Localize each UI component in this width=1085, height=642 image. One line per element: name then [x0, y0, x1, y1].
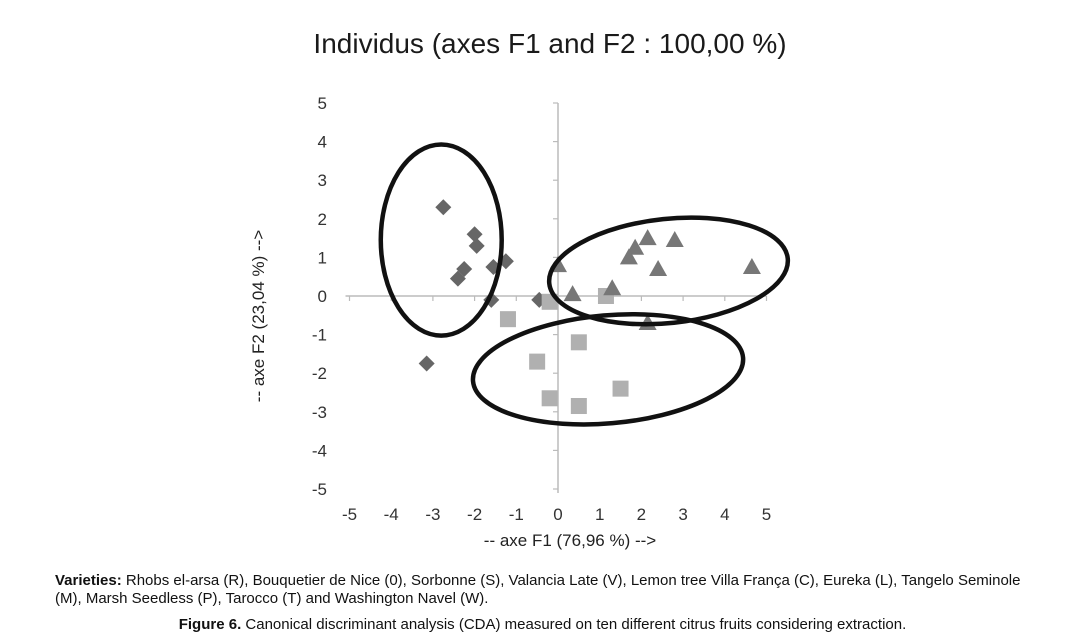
y-tick-label: -3: [312, 403, 327, 422]
square-point: [570, 334, 587, 351]
varieties-caption: Varieties: Rhobs el-arsa (R), Bouquetier…: [55, 572, 1045, 608]
figure-caption: Figure 6. Canonical discriminant analysi…: [0, 616, 1085, 633]
y-axis-label: -- axe F2 (23,04 %) -->: [249, 230, 268, 402]
data-points: [418, 199, 761, 415]
group-ellipse-2: [546, 215, 791, 327]
y-tick-label: 5: [318, 94, 327, 113]
x-tick-label: -2: [467, 505, 482, 524]
triangle-point: [742, 258, 761, 275]
y-tick-label: 3: [318, 171, 327, 190]
y-tick-label: -1: [312, 326, 327, 345]
triangle-point: [603, 279, 622, 296]
triangle-point: [665, 231, 684, 248]
x-tick-label: 0: [553, 505, 562, 524]
x-axis-label: -- axe F1 (76,96 %) -->: [484, 531, 656, 550]
diamond-point: [468, 237, 485, 254]
group-ellipses: [378, 142, 791, 427]
chart-title: Individus (axes F1 and F2 : 100,00 %): [313, 28, 787, 59]
square-point: [499, 311, 516, 328]
x-tick-label: -1: [509, 505, 524, 524]
x-tick-label: -4: [384, 505, 399, 524]
y-tick-labels: 5 4 3 2 1 0 -1 -2 -3 -4 -5: [312, 94, 327, 499]
triangle-point: [563, 285, 582, 302]
group-ellipse-3: [470, 311, 746, 427]
diamond-point: [466, 226, 483, 243]
varieties-text: Rhobs el-arsa (R), Bouquetier de Nice (0…: [55, 572, 1021, 607]
x-tick-label: -5: [342, 505, 357, 524]
x-tick-label: 2: [637, 505, 646, 524]
y-tick-label: -5: [312, 480, 327, 499]
triangle-point: [619, 248, 638, 265]
x-tick-label: -3: [425, 505, 440, 524]
diamond-point: [449, 270, 466, 287]
figure-label: Figure 6.: [178, 616, 242, 633]
triangle-point: [638, 229, 657, 246]
x-tick-label: 3: [678, 505, 687, 524]
scatter-plot: 5 4 3 2 1 0 -1 -2 -3 -4 -5 -5 -4 -3 -2 -1 0 1 2 3 4 5 -- axe…: [249, 94, 791, 550]
square-point: [529, 353, 546, 370]
varieties-label: Varieties:: [55, 572, 122, 589]
square-point: [612, 380, 629, 397]
square-point: [541, 390, 558, 407]
diamond-point: [435, 199, 452, 216]
y-tick-label: -4: [312, 441, 327, 460]
y-tick-label: 0: [318, 287, 327, 306]
y-tick-label: 2: [318, 210, 327, 229]
y-tick-label: 4: [318, 133, 327, 152]
triangle-point: [649, 259, 668, 276]
square-point: [570, 398, 587, 415]
triangle-point: [626, 238, 645, 255]
x-tick-label: 4: [720, 505, 729, 524]
y-tick-label: -2: [312, 364, 327, 383]
figure-text: Canonical discriminant analysis (CDA) me…: [241, 616, 907, 633]
x-tick-label: 1: [595, 505, 604, 524]
diamond-point: [418, 355, 435, 372]
y-tick-label: 1: [318, 248, 327, 267]
x-tick-labels: -5 -4 -3 -2 -1 0 1 2 3 4 5: [342, 505, 771, 524]
group-ellipse-1: [378, 142, 504, 338]
x-tick-label: 5: [762, 505, 771, 524]
